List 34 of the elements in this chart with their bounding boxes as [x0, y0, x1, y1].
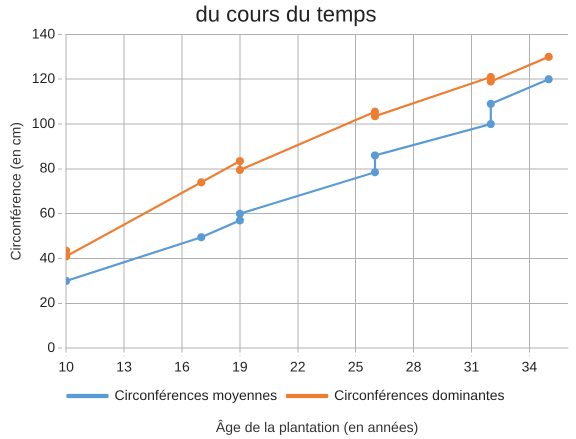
- point: [486, 120, 495, 128]
- point: [370, 151, 380, 160]
- chart-title: du cours du temps: [196, 1, 376, 26]
- y-tick-label: 40: [40, 249, 56, 266]
- x-tick-label: 34: [522, 358, 538, 374]
- y-tick-label: 60: [40, 204, 56, 221]
- point: [197, 233, 206, 242]
- x-tick-label: 28: [406, 358, 422, 374]
- x-tick-label: 19: [232, 358, 248, 374]
- x-tick-label: 13: [116, 358, 132, 374]
- x-axis-title: Âge de la plantation (en années): [216, 418, 418, 435]
- y-tick-label: 100: [32, 114, 56, 131]
- y-tick-label: 20: [40, 294, 56, 310]
- y-tick-label: 0: [47, 339, 56, 356]
- point: [544, 52, 553, 61]
- x-tick-label: 16: [174, 358, 190, 374]
- x-tick-label: 25: [348, 358, 364, 374]
- legend-label: Circonférences moyennes: [114, 386, 278, 403]
- point: [197, 178, 206, 186]
- y-axis-title: Circonférence (en cm): [7, 122, 24, 261]
- y-tick-label: 120: [32, 70, 56, 86]
- point: [236, 216, 244, 225]
- point: [236, 166, 244, 174]
- point: [544, 75, 553, 84]
- x-tick-label: 22: [290, 358, 306, 374]
- x-tick-label: 10: [58, 358, 74, 374]
- y-tick-label: 80: [40, 160, 56, 176]
- point: [486, 100, 495, 108]
- y-tick-label: 140: [32, 25, 56, 42]
- point: [236, 156, 244, 166]
- x-tick-label: 31: [464, 358, 480, 374]
- legend-label: Circonférences dominantes: [334, 386, 505, 403]
- point: [236, 210, 244, 218]
- point: [370, 168, 380, 176]
